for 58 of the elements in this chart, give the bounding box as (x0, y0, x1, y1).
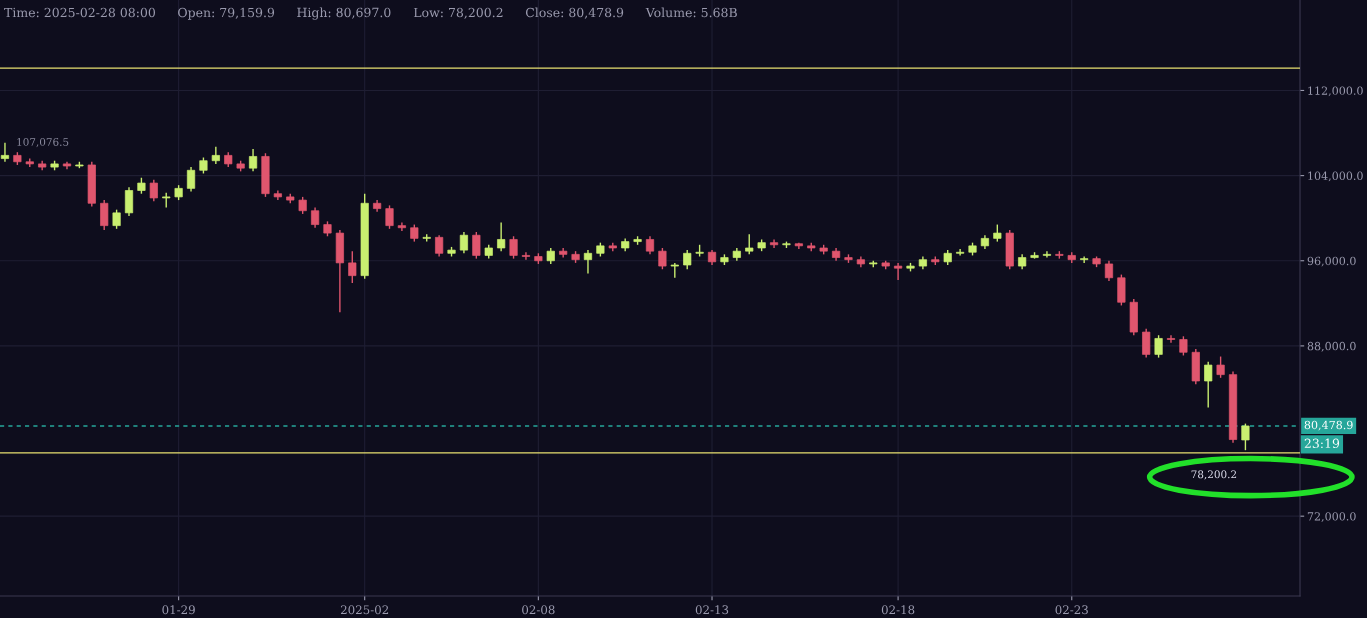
annotation: High: 80,697.0 (297, 7, 391, 20)
x-tick-label: 02-08 (522, 605, 555, 615)
candlestick (1216, 355, 1225, 379)
candlestick (1104, 260, 1114, 282)
candlestick (521, 251, 531, 261)
candlestick (149, 179, 158, 202)
annotation: 78,200.2 (1191, 470, 1237, 480)
candlestick (509, 235, 518, 260)
candlestick (559, 247, 568, 259)
candlestick (397, 221, 406, 232)
annotation: Open: 79,159.9 (178, 7, 275, 20)
candlestick (1080, 255, 1089, 264)
candlestick (497, 221, 506, 252)
x-tick-label: 02-23 (1055, 605, 1088, 615)
annotation: Volume: 5.68B (645, 7, 737, 18)
candlestick (1154, 334, 1163, 359)
candlestick (1241, 422, 1250, 451)
candlestick (658, 247, 667, 270)
text: 23:19 (1304, 438, 1340, 449)
candlestick (769, 238, 779, 249)
candlestick (435, 234, 444, 258)
candlestick (385, 204, 394, 230)
candlestick (0, 142, 10, 163)
y-tick-label: 88,000.0 (1307, 341, 1356, 352)
candlestick (348, 250, 357, 284)
candlestick (583, 249, 593, 275)
candlestick (1042, 250, 1052, 259)
ref-line-label: 80,478.9 (1304, 420, 1353, 431)
candlestick (311, 206, 320, 229)
candlestick (1204, 361, 1213, 409)
candlestick (112, 208, 121, 230)
candlestick (100, 199, 109, 231)
candlestick (645, 235, 655, 256)
candlestick (1166, 334, 1176, 344)
candlestick (472, 231, 481, 260)
y-tick-label: 112,000.0 (1308, 86, 1363, 97)
annotation: Time: 2025-02-28 08:00 (4, 7, 156, 18)
x-tick-label: 2025-02 (340, 605, 389, 615)
candlestick (894, 262, 903, 281)
y-tick-label: 104,000.0 (1308, 171, 1363, 182)
candlestick (683, 249, 692, 270)
annotation: 107,076.5 (17, 138, 69, 148)
candlestick (186, 166, 196, 193)
candlestick (745, 233, 754, 256)
x-tick-label: 02-18 (881, 605, 915, 615)
candlestick (211, 146, 220, 165)
y-tick-label: 72,000.0 (1307, 512, 1356, 522)
x-tick-label: 02-13 (695, 605, 729, 615)
candlestick (1142, 328, 1151, 359)
y-tick-label: 96,000.0 (1307, 256, 1356, 267)
annotation: Close: 80,478.9 (525, 7, 624, 19)
x-tick-label: 01-29 (162, 605, 195, 615)
candlestick (1179, 335, 1188, 357)
candlestick (124, 186, 134, 217)
candlestick (248, 148, 258, 173)
annotation: Low: 78,200.2 (413, 7, 503, 19)
candlestick (459, 231, 468, 254)
candlestick (670, 262, 679, 279)
